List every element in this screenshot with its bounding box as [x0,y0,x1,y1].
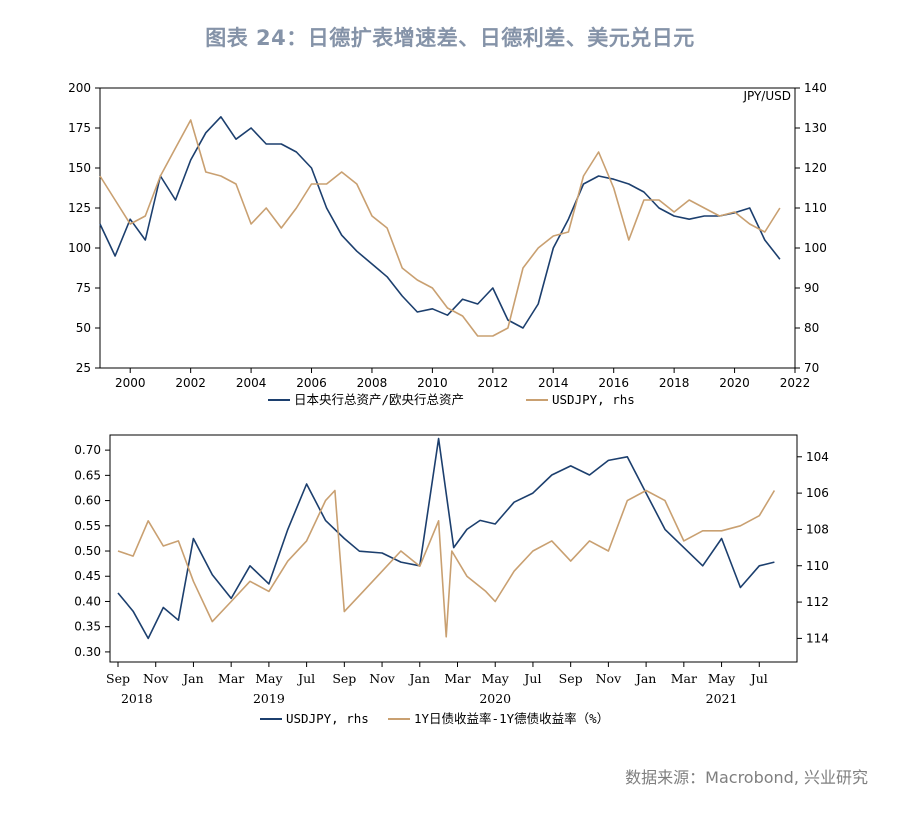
bottom-x-tick-label: Jul [522,671,541,686]
bottom-left-tick-label: 0.45 [74,569,101,583]
bottom-right-tick-label: 110 [806,559,829,573]
bottom-right-tick-label: 106 [806,486,829,500]
top-left-tick-label: 125 [68,201,91,215]
bottom-left-tick-label: 0.70 [74,443,101,457]
top-x-tick-label: 2002 [175,376,206,390]
top-left-tick-label: 100 [68,241,91,255]
top-x-tick-label: 2020 [719,376,750,390]
bottom-right-tick-label: 112 [806,595,829,609]
bottom-series-line-1 [117,489,776,638]
bottom-x-tick-label: Jul [749,671,768,686]
bottom-right-tick-label: 108 [806,522,829,536]
bottom-x-tick-label: Mar [671,671,697,686]
top-left-tick-label: 150 [68,161,91,175]
bottom-x-tick-label: May [255,671,283,686]
top-right-tick-label: 120 [804,161,827,175]
bottom-year-label: 2018 [121,691,153,706]
bottom-x-tick-label: Jan [181,671,204,686]
bottom-x-tick-label: Nov [143,671,169,686]
top-right-axis-label: JPY/USD [742,89,791,103]
top-series-line-1 [99,119,781,337]
bottom-plot-frame [109,434,798,663]
top-x-tick-label: 2022 [780,376,811,390]
top-left-tick-label: 175 [68,121,91,135]
bottom-legend-label-1: 1Y日债收益率-1Y德债收益率（%） [414,711,609,726]
top-x-tick-label: 2018 [659,376,690,390]
top-left-tick-label: 75 [76,281,91,295]
top-plot-frame [99,87,796,369]
bottom-left-tick-label: 0.35 [74,620,101,634]
top-left-tick-label: 25 [76,361,91,375]
bottom-x-tick-label: Sep [332,671,356,686]
bottom-x-tick-label: Jan [408,671,431,686]
bottom-chart: 0.30 0.35 0.40 0.45 0.50 0.55 0.60 0.65 0.70 104 1… [74,434,829,726]
bottom-x-tick-label: Sep [106,671,130,686]
top-legend-label-1: USDJPY, rhs [552,392,635,407]
top-right-tick-label: 80 [804,321,819,335]
bottom-x-tick-label: Nov [596,671,622,686]
top-left-tick-label: 50 [76,321,91,335]
top-right-tick-label: 130 [804,121,827,135]
top-x-tick-label: 2016 [598,376,629,390]
top-x-tick-label: 2004 [236,376,267,390]
bottom-x-tick-label: May [708,671,736,686]
bottom-x-tick-label: Mar [218,671,244,686]
bottom-x-tick-label: Mar [444,671,470,686]
top-chart: 25 50 75 100 125 150 175 200 70 80 90 100 110 120 130 1… [68,81,827,407]
top-left-tick-label: 200 [68,81,91,95]
top-right-tick-label: 140 [804,81,827,95]
top-x-tick-label: 2006 [296,376,327,390]
top-legend-label-0: 日本央行总资产/欧央行总资产 [294,392,464,407]
bottom-x-tick-label: Jul [296,671,315,686]
bottom-right-tick-label: 114 [806,631,829,645]
top-right-tick-label: 110 [804,201,827,215]
bottom-x-tick-label: Nov [369,671,395,686]
top-x-tick-label: 2014 [538,376,569,390]
bottom-x-tick-label: Jan [634,671,657,686]
bottom-x-tick-label: May [482,671,510,686]
bottom-legend-label-0: USDJPY, rhs [286,711,369,726]
bottom-left-tick-label: 0.40 [74,594,101,608]
bottom-year-label: 2019 [253,691,285,706]
top-x-tick-label: 2008 [357,376,388,390]
bottom-series-line-0 [117,437,775,640]
bottom-left-tick-label: 0.50 [74,544,101,558]
bottom-left-tick-label: 0.65 [74,468,101,482]
top-right-tick-label: 90 [804,281,819,295]
source-note: 数据来源：Macrobond, 兴业研究 [625,768,868,787]
top-x-tick-label: 2010 [417,376,448,390]
bottom-left-tick-label: 0.55 [74,519,101,533]
bottom-x-tick-label: Sep [559,671,583,686]
top-right-tick-label: 100 [804,241,827,255]
bottom-left-tick-label: 0.30 [74,645,101,659]
top-series-line-0 [99,116,781,329]
chart-title: 图表 24：日德扩表增速差、日德利差、美元兑日元 [205,26,695,50]
bottom-left-tick-label: 0.60 [74,494,101,508]
bottom-year-label: 2021 [706,691,738,706]
top-x-tick-label: 2000 [115,376,146,390]
top-x-tick-label: 2012 [478,376,509,390]
top-right-tick-label: 70 [804,361,819,375]
bottom-right-tick-label: 104 [806,450,829,464]
bottom-year-label: 2020 [479,691,511,706]
